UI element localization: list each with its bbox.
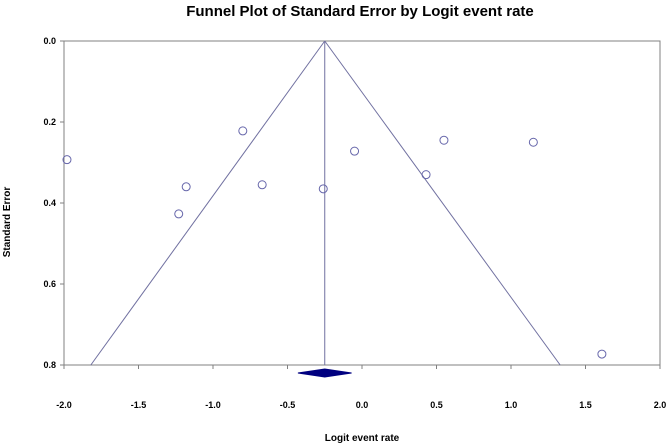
x-tick-label: -1.5 bbox=[131, 400, 147, 410]
x-axis-ticks: -2.0 -1.5 -1.0 -0.5 0.0 0.5 1.0 1.5 2.0 bbox=[56, 365, 666, 410]
chart-title: Funnel Plot of Standard Error by Logit e… bbox=[186, 3, 534, 20]
study-point bbox=[439, 135, 449, 145]
x-tick-label: -1.0 bbox=[205, 400, 221, 410]
funnel-right-line bbox=[324, 40, 561, 366]
y-tick-label: 0.0 bbox=[43, 36, 56, 46]
plot-area bbox=[63, 40, 661, 366]
study-point bbox=[597, 349, 607, 359]
study-point bbox=[238, 126, 248, 136]
x-tick-label: 0.0 bbox=[356, 400, 369, 410]
x-tick-label: 2.0 bbox=[654, 400, 667, 410]
x-axis-label: Logit event rate bbox=[325, 433, 400, 444]
study-point bbox=[181, 182, 191, 192]
summary-diamond bbox=[297, 368, 352, 378]
study-point bbox=[528, 137, 538, 147]
x-tick-label: 0.5 bbox=[430, 400, 443, 410]
x-tick-label: -0.5 bbox=[280, 400, 296, 410]
funnel-left-line bbox=[90, 40, 326, 366]
y-axis-ticks: 0.0 0.2 0.4 0.6 0.8 bbox=[43, 36, 64, 370]
study-point bbox=[62, 155, 72, 165]
y-axis-label: Standard Error bbox=[2, 187, 13, 258]
y-tick-label: 0.6 bbox=[43, 279, 56, 289]
study-point bbox=[174, 209, 184, 219]
study-points bbox=[62, 126, 607, 359]
y-tick-label: 0.8 bbox=[43, 360, 56, 370]
study-point bbox=[257, 180, 267, 190]
study-point bbox=[318, 184, 328, 194]
study-point bbox=[421, 170, 431, 180]
y-tick-label: 0.4 bbox=[43, 198, 56, 208]
x-tick-label: -2.0 bbox=[56, 400, 72, 410]
x-tick-label: 1.5 bbox=[579, 400, 592, 410]
study-point bbox=[350, 146, 360, 156]
y-tick-label: 0.2 bbox=[43, 117, 56, 127]
x-tick-label: 1.0 bbox=[505, 400, 518, 410]
